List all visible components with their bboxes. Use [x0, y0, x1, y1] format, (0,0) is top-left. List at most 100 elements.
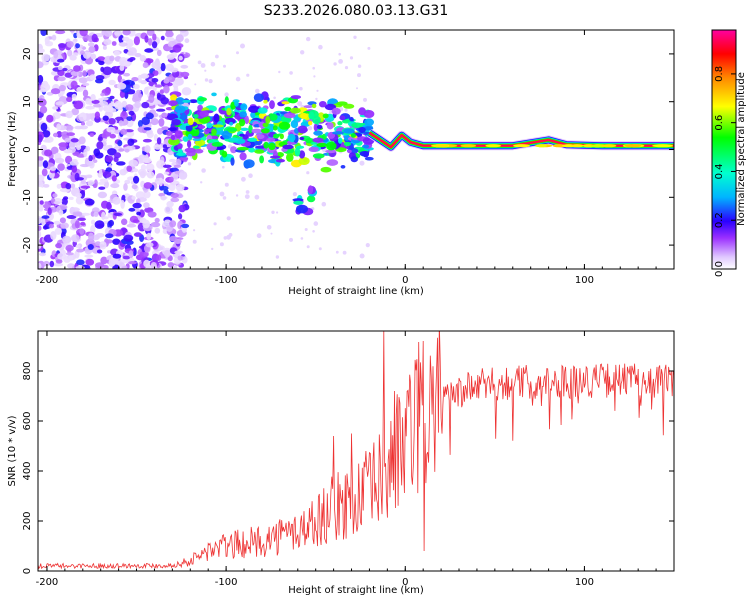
heatmap-cell — [138, 209, 145, 218]
heatmap-cell — [250, 111, 256, 119]
heatmap-cell — [127, 50, 134, 56]
heatmap-cell — [224, 92, 229, 97]
heatmap-cell — [108, 118, 116, 125]
heatmap-cell — [259, 155, 264, 164]
heatmap-cell — [276, 211, 279, 214]
heatmap-cell — [229, 121, 234, 126]
heatmap-cell — [118, 262, 125, 267]
heatmap-cell — [239, 152, 247, 161]
heatmap-cell — [174, 105, 186, 114]
heatmap-cell — [92, 159, 98, 164]
heatmap-cell — [62, 67, 68, 72]
heatmap-cell — [123, 183, 128, 191]
colorbar-tick-label: 0.0 — [714, 261, 725, 277]
heatmap-cell — [175, 158, 182, 166]
heatmap-cell — [56, 183, 62, 189]
heatmap-cell — [131, 77, 139, 82]
colorbar-tick-label: 0.8 — [714, 66, 725, 82]
heatmap-cell — [281, 101, 290, 105]
ridge-highlight — [552, 144, 566, 148]
heatmap-cell — [201, 168, 206, 173]
heatmap-cell — [192, 137, 202, 142]
heatmap-cell — [163, 79, 170, 84]
heatmap-cell — [39, 252, 46, 257]
heatmap-cell — [156, 137, 162, 145]
heatmap-cell — [226, 127, 238, 132]
heatmap-cell — [90, 219, 96, 225]
heatmap-cell — [230, 157, 235, 166]
heatmap-cell — [113, 152, 122, 159]
heatmap-cell — [101, 211, 106, 220]
heatmap-cell — [187, 117, 194, 126]
heatmap-cell — [363, 110, 375, 118]
heatmap-cell — [64, 137, 72, 143]
heatmap-cell — [226, 216, 231, 221]
heatmap-cell — [119, 65, 125, 71]
heatmap-cell — [307, 185, 314, 195]
heatmap-cell — [326, 122, 334, 130]
heatmap-cell — [99, 178, 109, 183]
heatmap-cell — [63, 149, 73, 154]
heatmap-cell — [38, 174, 45, 181]
heatmap-cell — [50, 88, 61, 95]
heatmap-cell — [331, 107, 341, 115]
heatmap-cell — [38, 215, 43, 225]
heatmap-cell — [169, 67, 179, 73]
spectrogram-x-axis-label: Height of straight line (km) — [288, 286, 424, 297]
heatmap-cell — [50, 70, 60, 76]
heatmap-cell — [88, 155, 93, 162]
heatmap-cell — [143, 182, 153, 189]
heatmap-cell — [108, 106, 114, 113]
heatmap-cell — [38, 242, 42, 249]
heatmap-cell — [59, 217, 66, 224]
heatmap-cell — [40, 83, 51, 92]
heatmap-cell — [270, 232, 273, 235]
heatmap-cell — [254, 149, 265, 154]
heatmap-cell — [347, 149, 352, 154]
heatmap-cell — [298, 157, 310, 165]
heatmap-cell — [67, 49, 73, 57]
heatmap-cell — [53, 51, 59, 59]
heatmap-cell — [188, 99, 199, 104]
heatmap-cell — [76, 259, 85, 266]
heatmap-cell — [222, 165, 225, 169]
heatmap-cell — [141, 116, 150, 126]
heatmap-cell — [297, 125, 308, 134]
heatmap-cell — [97, 136, 103, 142]
heatmap-cell — [90, 53, 97, 60]
heatmap-cell — [66, 96, 73, 103]
heatmap-cell — [80, 180, 87, 184]
heatmap-cell — [356, 87, 358, 90]
heatmap-cell — [269, 100, 275, 110]
heatmap-cell — [182, 99, 191, 103]
heatmap-cell — [170, 197, 180, 203]
ridge-highlight — [570, 144, 584, 148]
heatmap-cell — [60, 222, 69, 229]
y-tick-label: 600 — [22, 411, 33, 430]
heatmap-cell — [141, 101, 150, 109]
colorbar-tick-label: 0.4 — [714, 163, 725, 179]
heatmap-cell — [200, 181, 203, 184]
heatmap-cell — [156, 92, 161, 99]
heatmap-cell — [80, 212, 91, 216]
heatmap-cell — [128, 250, 134, 259]
heatmap-cell — [300, 50, 305, 55]
heatmap-cell — [98, 60, 105, 66]
heatmap-cell — [108, 144, 113, 148]
heatmap-cell — [150, 221, 161, 228]
heatmap-cell — [66, 215, 77, 219]
heatmap-cell — [172, 265, 178, 269]
heatmap-cell — [42, 225, 48, 230]
heatmap-cell — [318, 44, 323, 50]
heatmap-cell — [275, 255, 280, 259]
heatmap-cell — [164, 205, 173, 214]
heatmap-cell — [316, 142, 328, 148]
heatmap-cell — [70, 138, 79, 143]
x-tick-label: -100 — [215, 275, 238, 286]
heatmap-cell — [254, 88, 260, 94]
heatmap-cell — [273, 125, 278, 131]
heatmap-cell — [42, 160, 49, 169]
heatmap-cell — [90, 224, 96, 234]
heatmap-cell — [219, 191, 225, 197]
heatmap-cell — [38, 230, 42, 239]
